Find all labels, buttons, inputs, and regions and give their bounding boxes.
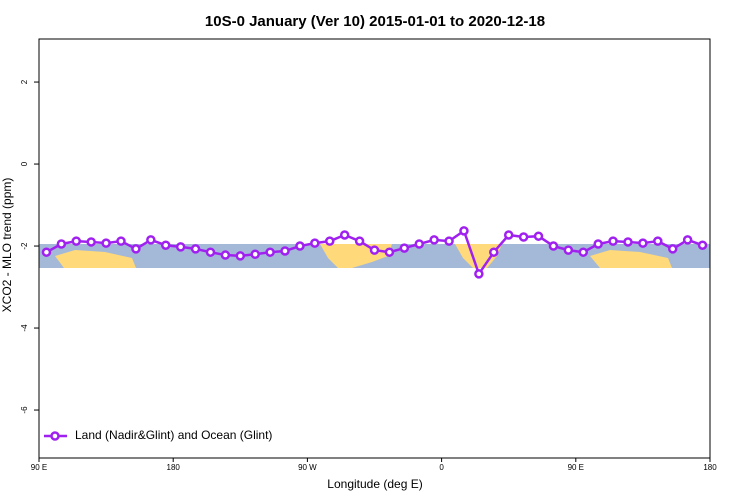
y-axis-label: XCO2 - MLO trend (ppm) — [0, 178, 14, 313]
x-axis-label: Longitude (deg E) — [327, 477, 422, 491]
data-point — [71, 236, 82, 246]
y-tick-label: -4 — [20, 324, 29, 332]
data-point — [399, 243, 410, 253]
data-point — [682, 235, 693, 245]
data-point — [548, 241, 559, 251]
data-point — [220, 250, 231, 260]
data-point — [533, 231, 544, 241]
data-point — [503, 230, 514, 240]
data-point — [295, 241, 305, 251]
data-point — [131, 244, 141, 254]
data-point — [369, 245, 380, 255]
data-point — [608, 236, 618, 246]
data-point — [175, 242, 186, 252]
data-point — [250, 249, 260, 259]
data-point — [623, 237, 633, 247]
data-point — [41, 247, 52, 257]
x-tick-label: 90 E — [31, 463, 47, 472]
data-point — [310, 238, 320, 248]
y-tick-label: 0 — [20, 161, 29, 166]
data-point — [190, 244, 201, 254]
plot-frame — [38, 38, 711, 459]
land — [55, 250, 136, 268]
y-tick-label: -2 — [20, 242, 29, 250]
data-point — [160, 240, 171, 250]
data-point — [459, 226, 469, 236]
data-point — [593, 239, 603, 249]
data-point — [265, 247, 275, 257]
x-tick-label: 0 — [439, 463, 444, 472]
legend-marker — [50, 431, 60, 441]
x-tick-label: 90 W — [298, 463, 317, 472]
data-point — [578, 247, 589, 257]
data-point — [146, 235, 156, 245]
data-point — [444, 236, 454, 246]
data-point — [86, 237, 96, 247]
y-tick-label: 2 — [20, 79, 29, 84]
x-tick-label: 180 — [703, 463, 717, 472]
data-point — [205, 247, 216, 257]
x-tick-label: 180 — [167, 463, 181, 472]
data-point — [414, 239, 424, 249]
data-point — [56, 239, 67, 249]
data-point — [518, 232, 529, 242]
chart-title: 10S-0 January (Ver 10) 2015-01-01 to 202… — [205, 13, 545, 30]
data-point — [280, 246, 290, 256]
data-point — [667, 244, 678, 254]
data-point — [116, 236, 126, 246]
data-point — [325, 236, 335, 246]
data-point — [489, 247, 499, 257]
data-point — [354, 236, 365, 246]
data-point — [101, 238, 111, 248]
data-point — [384, 247, 395, 257]
data-point — [638, 238, 648, 248]
data-point — [697, 240, 708, 250]
legend-label: Land (Nadir&Glint) and Ocean (Glint) — [75, 428, 272, 442]
data-point — [339, 230, 350, 240]
data-point — [653, 236, 663, 246]
data-point — [474, 269, 484, 279]
y-tick-label: -6 — [20, 406, 29, 414]
data-point — [563, 245, 574, 255]
x-tick-label: 90 E — [568, 463, 584, 472]
data-point — [429, 235, 439, 245]
land — [590, 250, 672, 268]
data-point — [235, 251, 246, 261]
